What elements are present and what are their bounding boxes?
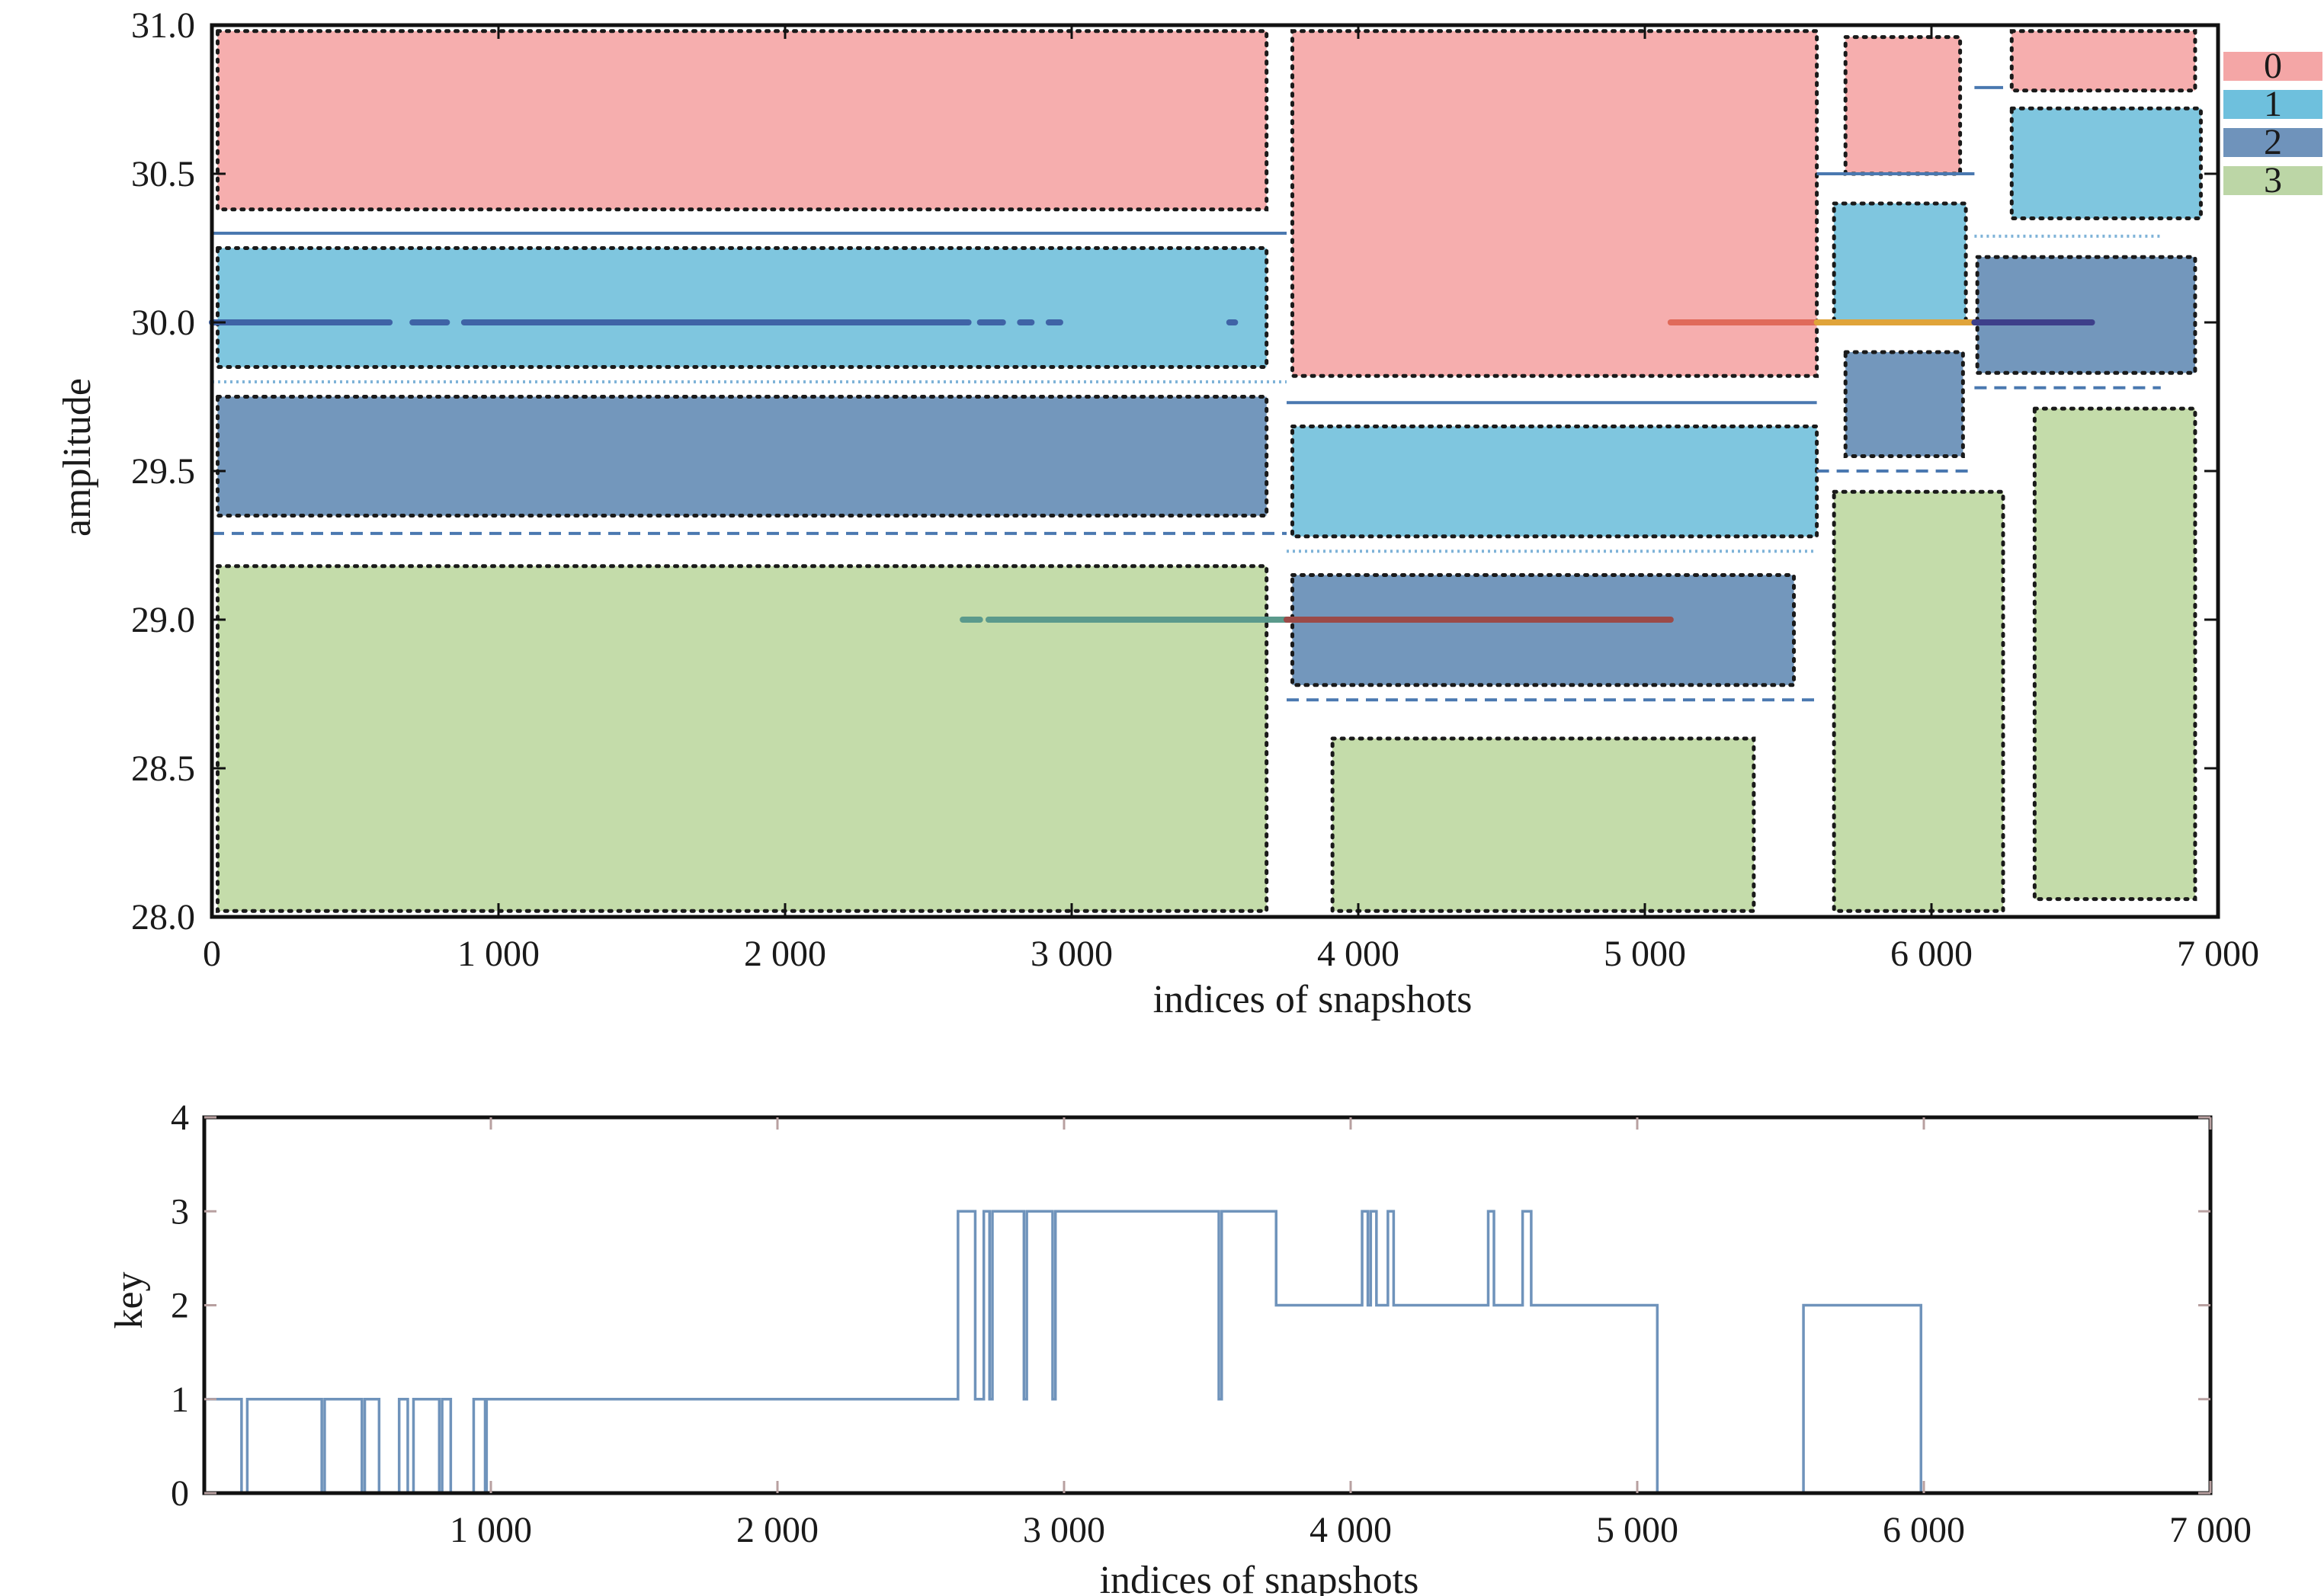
bottom-y-axis-title: key — [107, 1271, 151, 1328]
region-key-3 — [1832, 489, 2005, 913]
top-y-tick-label: 28.0 — [131, 897, 195, 937]
top-x-tick-label: 7 000 — [2177, 934, 2259, 974]
key-regions — [216, 29, 2203, 913]
region-key-1 — [1832, 201, 1968, 325]
region-key-3 — [1330, 736, 1756, 913]
top-x-tick-label: 1 000 — [457, 934, 540, 974]
top-y-tick-label: 31.0 — [131, 5, 195, 46]
bottom-x-tick-label: 2 000 — [736, 1510, 819, 1550]
top-x-tick-label: 0 — [203, 934, 221, 974]
top-x-axis-title: indices of snapshots — [1153, 978, 1473, 1021]
region-key-2 — [216, 395, 1269, 518]
bottom-x-tick-label: 7 000 — [2169, 1510, 2252, 1550]
region-key-2 — [1290, 573, 1797, 687]
top-y-tick-label: 29.0 — [131, 600, 195, 640]
bottom-y-tick-label: 3 — [171, 1191, 189, 1232]
region-key-0 — [216, 29, 1269, 212]
legend-swatch-2 — [2223, 128, 2322, 157]
region-key-0 — [2009, 29, 2197, 93]
region-key-2 — [1843, 350, 1965, 458]
region-key-0 — [1843, 35, 1963, 176]
bottom-x-tick-label: 5 000 — [1596, 1510, 1678, 1550]
signal-traces — [209, 319, 2095, 623]
region-key-0 — [1290, 29, 1819, 378]
top-y-axis-title: amplitude — [56, 378, 99, 537]
bottom-y-tick-label: 4 — [171, 1098, 189, 1138]
bottom-y-tick-label: 1 — [171, 1380, 189, 1420]
region-key-1 — [2009, 106, 2203, 220]
top-y-tick-label: 29.5 — [131, 451, 195, 492]
legend-label-0: 0 — [2264, 46, 2282, 86]
region-key-3 — [2032, 406, 2197, 902]
bottom-x-tick-label: 4 000 — [1309, 1510, 1392, 1550]
bottom-y-tick-label: 2 — [171, 1286, 189, 1326]
legend-swatch-3 — [2223, 166, 2322, 195]
region-key-3 — [216, 564, 1269, 913]
top-x-tick-label: 6 000 — [1890, 934, 1973, 974]
region-key-1 — [1290, 425, 1819, 539]
key-line-series — [204, 1210, 2210, 1495]
top-x-tick-label: 5 000 — [1604, 934, 1686, 974]
top-x-tick-label: 4 000 — [1317, 934, 1399, 974]
bottom-x-axis-title: indices of snapshots — [1100, 1559, 1419, 1596]
region-boundaries — [212, 85, 2161, 702]
bottom-y-tick-label: 0 — [171, 1473, 189, 1514]
top-axis-ticks: 0 1 000 2 000 3 000 4 000 5 000 6 000 7 000 28.0… — [131, 5, 2259, 974]
top-y-tick-label: 30.5 — [131, 154, 195, 194]
key-sequence-chart: 1 000 2 000 3 000 4 000 5 000 6 000 7 000 0 1 2 3 4… — [107, 1098, 2252, 1596]
legend-label-1: 1 — [2264, 84, 2282, 124]
top-y-tick-label: 30.0 — [131, 303, 195, 343]
bottom-x-tick-label: 6 000 — [1883, 1510, 1965, 1550]
top-x-tick-label: 2 000 — [744, 934, 826, 974]
bottom-axis-ticks: 1 000 2 000 3 000 4 000 5 000 6 000 7 000 0 1 2 3 4 — [171, 1098, 2252, 1550]
region-key-1 — [216, 246, 1269, 369]
legend-swatch-0 — [2223, 52, 2322, 81]
bottom-x-tick-label: 3 000 — [1023, 1510, 1105, 1550]
amplitude-map-chart: 0 1 000 2 000 3 000 4 000 5 000 6 000 7 000 28.0… — [56, 5, 2322, 1021]
bottom-x-tick-label: 1 000 — [450, 1510, 532, 1550]
key-step-line — [204, 1210, 2210, 1495]
region-key-2 — [1975, 255, 2197, 375]
top-x-tick-label: 3 000 — [1031, 934, 1113, 974]
legend-label-3: 3 — [2264, 160, 2282, 200]
top-y-tick-label: 28.5 — [131, 748, 195, 789]
legend-label-2: 2 — [2264, 122, 2282, 162]
legend-swatch-1 — [2223, 90, 2322, 119]
